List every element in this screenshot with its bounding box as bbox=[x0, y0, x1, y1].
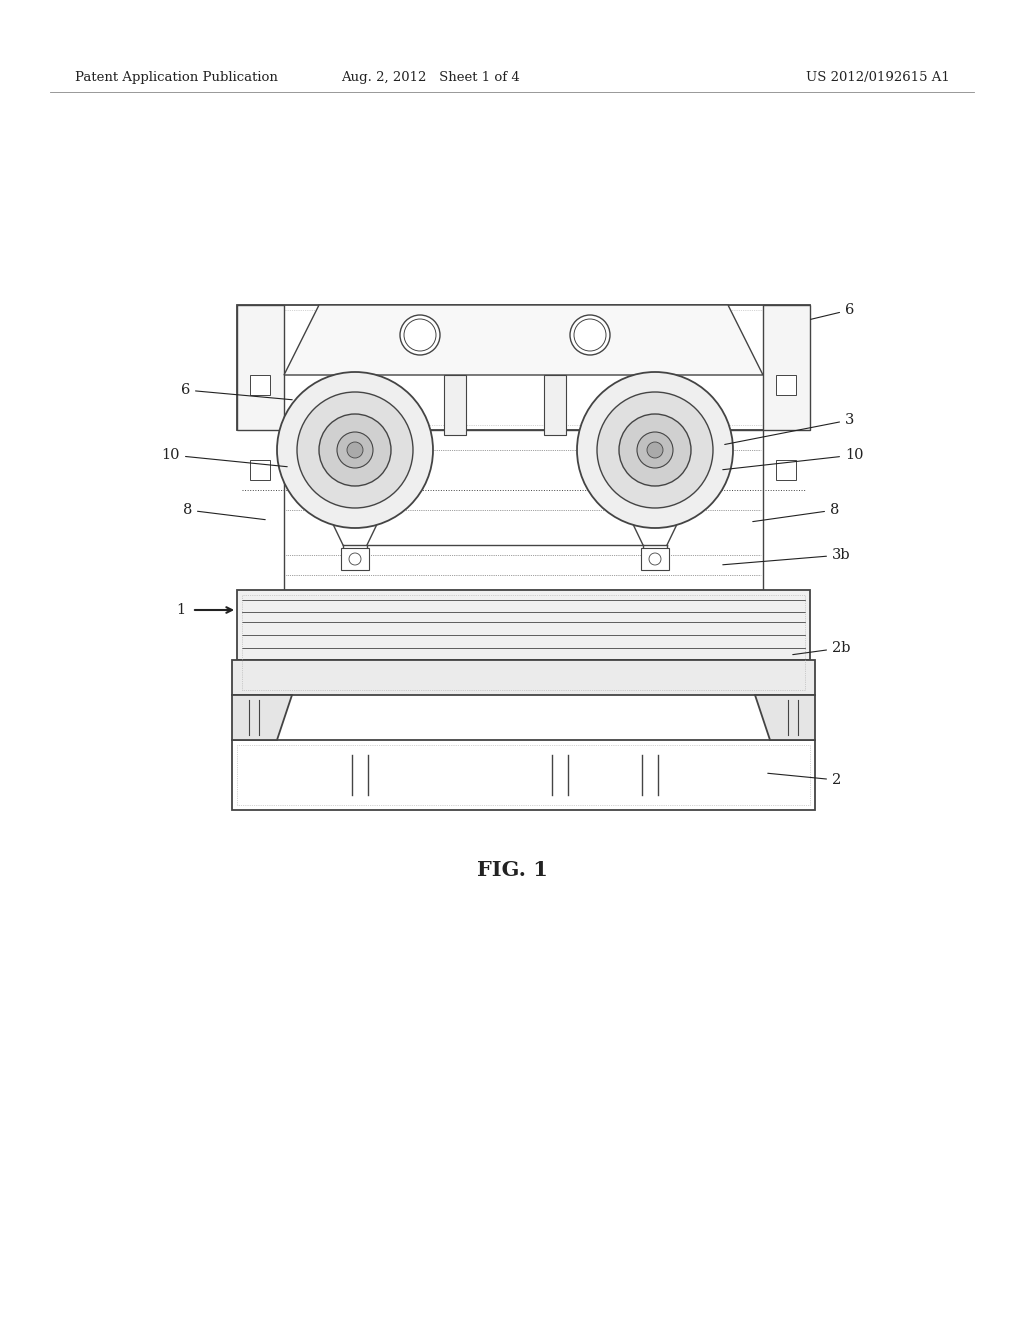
Circle shape bbox=[577, 372, 733, 528]
Text: 6: 6 bbox=[811, 304, 854, 319]
Text: Aug. 2, 2012   Sheet 1 of 4: Aug. 2, 2012 Sheet 1 of 4 bbox=[341, 71, 519, 84]
Text: 2: 2 bbox=[768, 774, 842, 787]
Text: 1: 1 bbox=[176, 603, 185, 616]
Circle shape bbox=[637, 432, 673, 469]
Bar bbox=[250, 375, 270, 395]
Circle shape bbox=[349, 553, 361, 565]
Circle shape bbox=[347, 442, 362, 458]
Text: 10: 10 bbox=[162, 447, 288, 467]
Polygon shape bbox=[284, 305, 763, 375]
Circle shape bbox=[574, 319, 606, 351]
Bar bbox=[776, 459, 796, 480]
Bar bbox=[232, 660, 815, 696]
Text: Patent Application Publication: Patent Application Publication bbox=[75, 71, 278, 84]
Polygon shape bbox=[755, 696, 815, 741]
Text: 6: 6 bbox=[180, 383, 292, 400]
Bar bbox=[237, 590, 810, 660]
Bar bbox=[635, 389, 645, 400]
Text: 8: 8 bbox=[753, 503, 840, 521]
Circle shape bbox=[337, 432, 373, 469]
Text: US 2012/0192615 A1: US 2012/0192615 A1 bbox=[806, 71, 950, 84]
Bar bbox=[341, 548, 369, 570]
Bar bbox=[237, 305, 810, 430]
Bar bbox=[544, 375, 566, 436]
Circle shape bbox=[404, 319, 436, 351]
Bar bbox=[232, 741, 815, 810]
Bar bbox=[237, 744, 810, 805]
Circle shape bbox=[297, 392, 413, 508]
Bar bbox=[242, 595, 805, 690]
Circle shape bbox=[597, 392, 713, 508]
Bar bbox=[284, 430, 763, 590]
Bar bbox=[250, 459, 270, 480]
Bar bbox=[237, 305, 284, 430]
Text: 3b: 3b bbox=[723, 548, 851, 565]
Bar bbox=[641, 548, 669, 570]
Circle shape bbox=[649, 553, 662, 565]
Bar bbox=[763, 305, 810, 430]
Text: 2b: 2b bbox=[793, 642, 851, 655]
Bar bbox=[444, 375, 466, 436]
Polygon shape bbox=[232, 696, 292, 741]
Circle shape bbox=[319, 414, 391, 486]
Bar bbox=[365, 389, 375, 400]
Circle shape bbox=[278, 372, 433, 528]
Circle shape bbox=[570, 315, 610, 355]
Circle shape bbox=[618, 414, 691, 486]
Text: 3: 3 bbox=[725, 413, 854, 445]
Bar bbox=[776, 375, 796, 395]
Circle shape bbox=[400, 315, 440, 355]
Text: 8: 8 bbox=[182, 503, 265, 520]
Text: 10: 10 bbox=[723, 447, 863, 470]
Bar bbox=[242, 310, 805, 425]
Text: FIG. 1: FIG. 1 bbox=[476, 861, 548, 880]
Circle shape bbox=[647, 442, 663, 458]
